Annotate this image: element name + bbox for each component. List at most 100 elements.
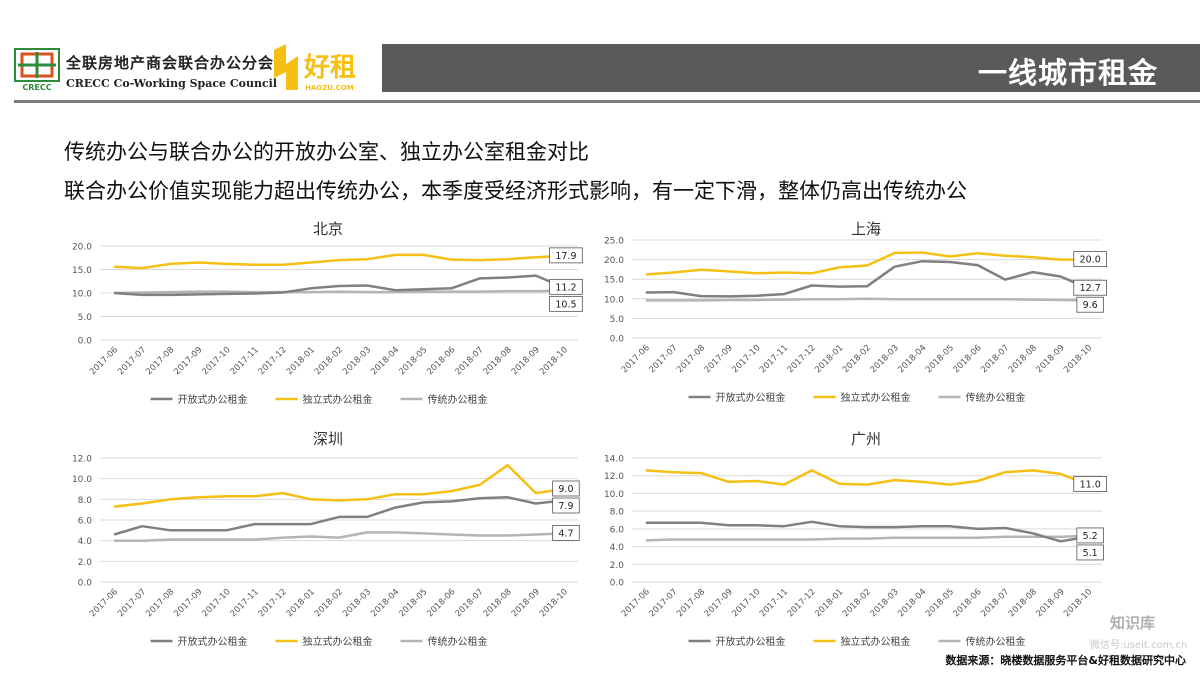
x-tick-label: 2018-05 <box>397 345 429 377</box>
y-tick-label: 10.0 <box>604 490 624 500</box>
y-tick-label: 8.0 <box>78 496 93 506</box>
chart-guangzhou: 广州0.02.04.06.08.010.012.014.02017-062017… <box>604 430 1107 648</box>
x-tick-label: 2017-09 <box>703 587 735 619</box>
x-tick-label: 2018-07 <box>979 343 1011 375</box>
subtitle-line-2: 联合办公价值实现能力超出传统办公，本季度受经济形式影响，有一定下滑，整体仍高出传… <box>64 179 967 203</box>
haozu-logo: 好租 HAOZU.COM <box>274 44 356 92</box>
x-tick-label: 2018-08 <box>1007 343 1039 375</box>
y-tick-label: 2.0 <box>610 561 625 571</box>
x-tick-label: 2017-10 <box>730 343 762 375</box>
series-line-open <box>113 496 565 536</box>
x-tick-label: 2018-01 <box>285 345 317 377</box>
legend-item-traditional: 传统办公租金 <box>938 635 1026 648</box>
svg-text:开放式办公租金: 开放式办公租金 <box>178 635 248 648</box>
x-tick-label: 2017-07 <box>116 587 148 619</box>
chart-beijing: 北京0.05.010.015.020.02017-062017-072017-0… <box>72 220 583 406</box>
x-tick-label: 2017-12 <box>786 587 818 619</box>
x-tick-label: 2017-11 <box>229 345 261 377</box>
x-tick-label: 2018-01 <box>813 343 845 375</box>
x-tick-label: 2018-02 <box>313 587 345 619</box>
watermark-sub: 微信号:useit.com.cn <box>1090 640 1188 651</box>
svg-text:9.6: 9.6 <box>1083 300 1098 311</box>
x-tick-label: 2017-06 <box>88 345 120 377</box>
x-tick-label: 2017-12 <box>786 343 818 375</box>
legend-item-traditional: 传统办公租金 <box>400 635 488 648</box>
y-tick-label: 4.0 <box>610 543 625 553</box>
data-label-private: 20.0 <box>1073 251 1107 267</box>
y-tick-label: 0.0 <box>78 579 93 589</box>
x-tick-label: 2018-04 <box>896 343 928 375</box>
data-source: 数据来源：晓楼数据服务平台&好租数据研究中心 <box>945 654 1186 667</box>
x-tick-label: 2018-10 <box>538 587 570 619</box>
svg-text:17.9: 17.9 <box>555 251 576 262</box>
chart-title: 上海 <box>851 220 881 238</box>
x-tick-label: 2017-08 <box>675 587 707 619</box>
legend-item-open: 开放式办公租金 <box>150 635 248 648</box>
series-line-traditional <box>114 289 564 295</box>
y-tick-label: 8.0 <box>610 508 625 518</box>
x-tick-label: 2017-08 <box>675 343 707 375</box>
svg-text:5.1: 5.1 <box>1083 548 1098 559</box>
y-tick-label: 10.0 <box>604 295 624 305</box>
header-divider <box>14 100 1200 103</box>
series-line-open <box>645 259 1089 298</box>
data-label-open: 5.1 <box>1076 544 1104 561</box>
x-tick-label: 2018-10 <box>1062 343 1094 375</box>
x-tick-label: 2018-07 <box>454 587 486 619</box>
x-tick-label: 2018-08 <box>1007 587 1039 619</box>
svg-text:开放式办公租金: 开放式办公租金 <box>178 393 248 406</box>
org-name: 全联房地产商会联合办公分会 CRECC Co-Working Space Cou… <box>66 52 277 90</box>
x-tick-label: 2017-10 <box>200 345 232 377</box>
svg-text:独立式办公租金: 独立式办公租金 <box>841 635 911 648</box>
series-line-private <box>645 469 1089 486</box>
x-tick-label: 2018-01 <box>285 587 317 619</box>
org-name-cn: 全联房地产商会联合办公分会 <box>66 54 275 72</box>
x-tick-label: 2018-04 <box>369 345 401 377</box>
y-tick-label: 0.0 <box>78 337 93 347</box>
x-tick-label: 2018-05 <box>924 587 956 619</box>
data-label-private: 17.9 <box>549 247 583 264</box>
svg-text:5.2: 5.2 <box>1083 531 1098 542</box>
legend-item-traditional: 传统办公租金 <box>400 393 488 406</box>
svg-text:20.0: 20.0 <box>1080 255 1101 266</box>
series-line-traditional <box>645 297 1089 302</box>
svg-text:独立式办公租金: 独立式办公租金 <box>303 393 373 406</box>
data-label-traditional: 5.2 <box>1076 527 1104 544</box>
x-tick-label: 2018-07 <box>454 345 486 377</box>
svg-text:独立式办公租金: 独立式办公租金 <box>841 391 911 404</box>
series-line-private <box>645 251 1089 276</box>
x-tick-label: 2018-06 <box>425 587 457 619</box>
svg-text:开放式办公租金: 开放式办公租金 <box>716 391 786 404</box>
x-tick-label: 2017-09 <box>172 587 204 619</box>
x-tick-label: 2017-12 <box>257 587 289 619</box>
y-tick-label: 5.0 <box>610 315 625 325</box>
y-tick-label: 10.0 <box>72 475 92 485</box>
series-line-traditional <box>114 531 564 542</box>
data-label-open: 11.2 <box>549 278 583 295</box>
x-tick-label: 2018-05 <box>397 587 429 619</box>
svg-text:11.0: 11.0 <box>1080 480 1101 491</box>
y-tick-label: 2.0 <box>78 558 93 568</box>
svg-text:开放式办公租金: 开放式办公租金 <box>716 635 786 648</box>
y-tick-label: 6.0 <box>610 525 625 535</box>
x-tick-label: 2018-04 <box>896 587 928 619</box>
x-tick-label: 2017-11 <box>229 587 261 619</box>
legend-item-private: 独立式办公租金 <box>813 391 911 404</box>
x-tick-label: 2018-09 <box>1034 343 1066 375</box>
data-label-open: 7.9 <box>552 497 580 514</box>
x-tick-label: 2017-10 <box>730 587 762 619</box>
x-tick-label: 2018-10 <box>538 345 570 377</box>
x-tick-label: 2018-06 <box>952 587 984 619</box>
x-tick-label: 2017-08 <box>144 345 176 377</box>
page-title: 一线城市租金 <box>977 56 1158 90</box>
x-tick-label: 2018-06 <box>952 343 984 375</box>
x-tick-label: 2018-02 <box>313 345 345 377</box>
x-tick-label: 2017-09 <box>703 343 735 375</box>
legend-item-open: 开放式办公租金 <box>688 635 786 648</box>
y-tick-label: 10.0 <box>72 290 92 300</box>
x-tick-label: 2018-05 <box>924 343 956 375</box>
x-tick-label: 2018-03 <box>341 345 373 377</box>
page-header: CRECC 全联房地产商会联合办公分会 CRECC Co-Working Spa… <box>0 0 1200 110</box>
x-tick-label: 2018-04 <box>369 587 401 619</box>
x-tick-label: 2018-09 <box>1034 587 1066 619</box>
